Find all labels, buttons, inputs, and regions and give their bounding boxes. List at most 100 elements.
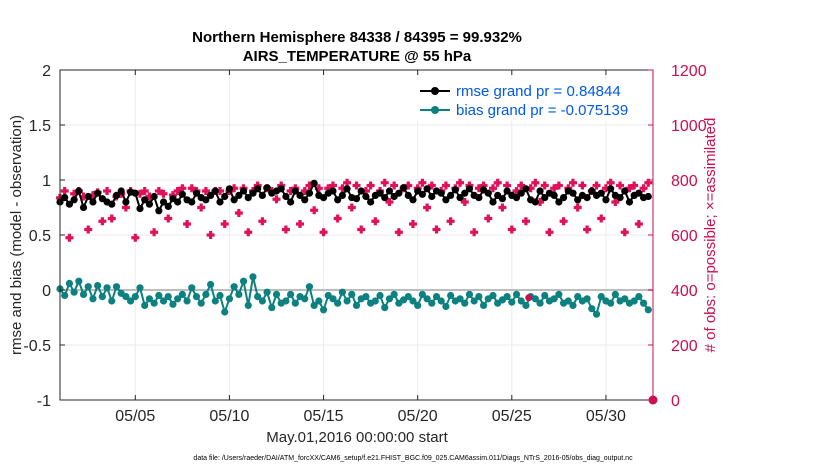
- rmse-point: [216, 198, 224, 206]
- bias-point: [254, 293, 262, 301]
- bias-point: [89, 295, 97, 303]
- bias-point: [423, 295, 431, 303]
- bias-point: [475, 293, 483, 301]
- assimilated-marker: [488, 184, 497, 193]
- rmse-point: [244, 194, 252, 202]
- assimilated-marker: [357, 225, 366, 234]
- assimilated-marker: [427, 181, 436, 190]
- assimilated-marker: [568, 178, 577, 187]
- assimilated-marker: [578, 181, 587, 190]
- bias-point: [635, 293, 643, 301]
- assimilated-marker: [310, 206, 319, 215]
- bias-point: [61, 291, 69, 300]
- assimilated-marker: [103, 187, 112, 195]
- assimilated-marker: [611, 198, 620, 206]
- bias-point: [371, 297, 379, 305]
- x-tick-label: 05/20: [398, 408, 438, 425]
- bias-point: [197, 299, 205, 307]
- rmse-point: [334, 196, 342, 204]
- bias-point: [75, 277, 83, 285]
- rmse-point: [84, 192, 92, 201]
- assimilated-marker: [559, 217, 568, 226]
- rmse-point: [70, 196, 78, 204]
- bias-point: [169, 300, 177, 308]
- rmse-point: [122, 198, 130, 206]
- bias-point: [607, 299, 615, 307]
- grid-lines: [60, 69, 653, 401]
- rmse-point: [423, 185, 431, 193]
- legend-marker-rmse: [431, 87, 439, 95]
- y-left-tick-label: 1: [42, 173, 51, 190]
- bias-point: [470, 297, 478, 305]
- rmse-point: [296, 191, 304, 199]
- bias-point: [536, 299, 544, 307]
- rmse-point: [136, 205, 144, 213]
- rmse-point: [112, 191, 121, 199]
- bias-point: [409, 297, 417, 305]
- rmse-point: [517, 189, 525, 197]
- bias-point: [211, 297, 219, 305]
- assimilated-marker: [484, 214, 493, 223]
- rmse-point: [338, 191, 346, 199]
- rmse-point: [164, 202, 172, 210]
- rmse-point: [512, 194, 521, 202]
- bias-point: [447, 291, 455, 300]
- assimilated-marker: [446, 217, 455, 226]
- rmse-point: [150, 192, 158, 201]
- assimilated-marker: [60, 187, 69, 195]
- y-right-tick-label: 800: [671, 173, 698, 190]
- rmse-point: [117, 187, 125, 195]
- assimilated-marker: [347, 203, 356, 212]
- bias-point: [287, 290, 295, 298]
- assimilated-marker: [423, 203, 432, 212]
- assimilated-marker: [456, 178, 465, 187]
- bias-point: [178, 290, 186, 298]
- bias-point: [225, 295, 234, 303]
- rmse-point: [202, 196, 210, 204]
- rmse-point: [301, 196, 309, 204]
- assimilated-marker: [173, 187, 182, 195]
- bias-point: [207, 280, 215, 289]
- bias-point: [94, 282, 102, 290]
- bias-point: [390, 290, 398, 298]
- assimilated-marker: [583, 225, 592, 234]
- bias-point: [122, 293, 130, 301]
- bias-point: [639, 299, 648, 307]
- assimilated-marker: [521, 217, 530, 226]
- assimilated-marker: [616, 181, 625, 190]
- assimilated-marker: [394, 228, 403, 237]
- rmse-point: [319, 194, 328, 202]
- rmse-point: [442, 196, 450, 204]
- assimilated-marker: [639, 184, 648, 193]
- footnote: data file: /Users/raeder/DAI/ATM_forcXX/…: [193, 455, 633, 462]
- x-tick-label: 05/25: [492, 408, 532, 425]
- assimilated-marker: [366, 181, 375, 190]
- assimilated-marker: [272, 195, 281, 204]
- assimilated-marker: [418, 178, 427, 187]
- bias-point: [508, 298, 516, 306]
- legend: rmse grand pr = 0.84844 bias grand pr = …: [417, 80, 649, 121]
- bias-point: [235, 290, 243, 298]
- assimilated-marker: [164, 214, 173, 223]
- assimilated-marker: [550, 184, 559, 193]
- rmse-point: [352, 195, 361, 203]
- assimilated-marker: [498, 203, 507, 212]
- bias-point: [517, 297, 525, 305]
- bias-point: [249, 273, 257, 281]
- bias-point: [258, 297, 266, 305]
- assimilated-marker: [408, 220, 417, 228]
- rmse-point: [616, 194, 624, 202]
- rmse-point: [141, 196, 149, 204]
- assimilated-marker: [98, 217, 107, 226]
- x-axis-label: May.01,2016 00:00:00 start: [266, 429, 448, 446]
- rmse-point: [291, 187, 299, 195]
- bias-point: [216, 291, 224, 300]
- rmse-point: [498, 195, 506, 203]
- bias-point: [503, 293, 511, 301]
- y-left-tick-label: -0.5: [23, 338, 51, 355]
- rmse-point: [574, 196, 582, 204]
- assimilated-marker: [183, 220, 192, 228]
- bias-point: [282, 297, 290, 305]
- rmse-point: [428, 192, 436, 201]
- bias-point: [343, 297, 351, 305]
